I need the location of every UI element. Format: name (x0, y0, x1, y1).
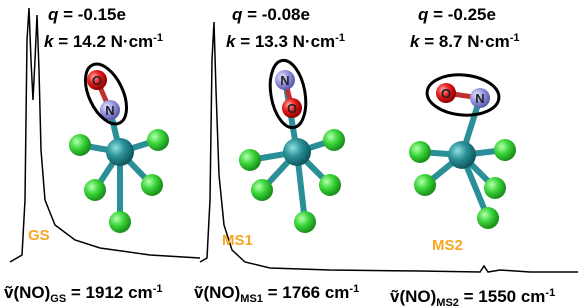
atom-label: N (475, 91, 484, 106)
cl-atom (239, 149, 261, 171)
cl-atom (251, 179, 273, 201)
charge-text: q = -0.08e (232, 5, 310, 24)
freq-text: ṽ(NO)MS1 = 1766 cm-1 (194, 283, 359, 305)
state-label: GS (28, 227, 50, 244)
state-label: MS1 (222, 232, 253, 249)
cl-atom (494, 139, 516, 161)
cl-atom (409, 141, 431, 163)
no-highlight (77, 58, 135, 130)
freq-text: ṽ(NO)MS2 = 1550 cm-1 (390, 287, 555, 306)
cl-atom (414, 174, 436, 196)
spectrum-ms (200, 22, 578, 272)
atom-label: O (92, 73, 102, 88)
cl-atom (294, 211, 316, 233)
charge-text: q = -0.15e (48, 5, 126, 24)
freq-text: ṽ(NO)GS = 1912 cm-1 (4, 283, 162, 305)
cl-atom (141, 174, 163, 196)
force-text: k = 14.2 N·cm-1 (44, 32, 163, 51)
state-label: MS2 (432, 237, 463, 254)
cl-atom (84, 179, 106, 201)
cl-atom (484, 177, 506, 199)
cl-atom (323, 129, 345, 151)
ru-atom (448, 141, 476, 169)
atom-label: N (280, 73, 289, 88)
force-text: k = 8.7 N·cm-1 (410, 32, 520, 51)
atom-label: N (105, 103, 114, 118)
cl-atom (69, 134, 91, 156)
charge-text: q = -0.25e (418, 5, 496, 24)
atom-label: O (441, 86, 451, 101)
figure: ONONON q = -0.15e k = 14.2 N·cm-1 GS ṽ(N… (0, 0, 580, 306)
atom-label: O (287, 101, 297, 116)
cl-atom (147, 129, 169, 151)
cl-atom (477, 207, 499, 229)
force-text: k = 13.3 N·cm-1 (226, 32, 345, 51)
cl-atom (319, 174, 341, 196)
ru-atom (283, 138, 311, 166)
cl-atom (109, 211, 131, 233)
ru-atom (106, 138, 134, 166)
